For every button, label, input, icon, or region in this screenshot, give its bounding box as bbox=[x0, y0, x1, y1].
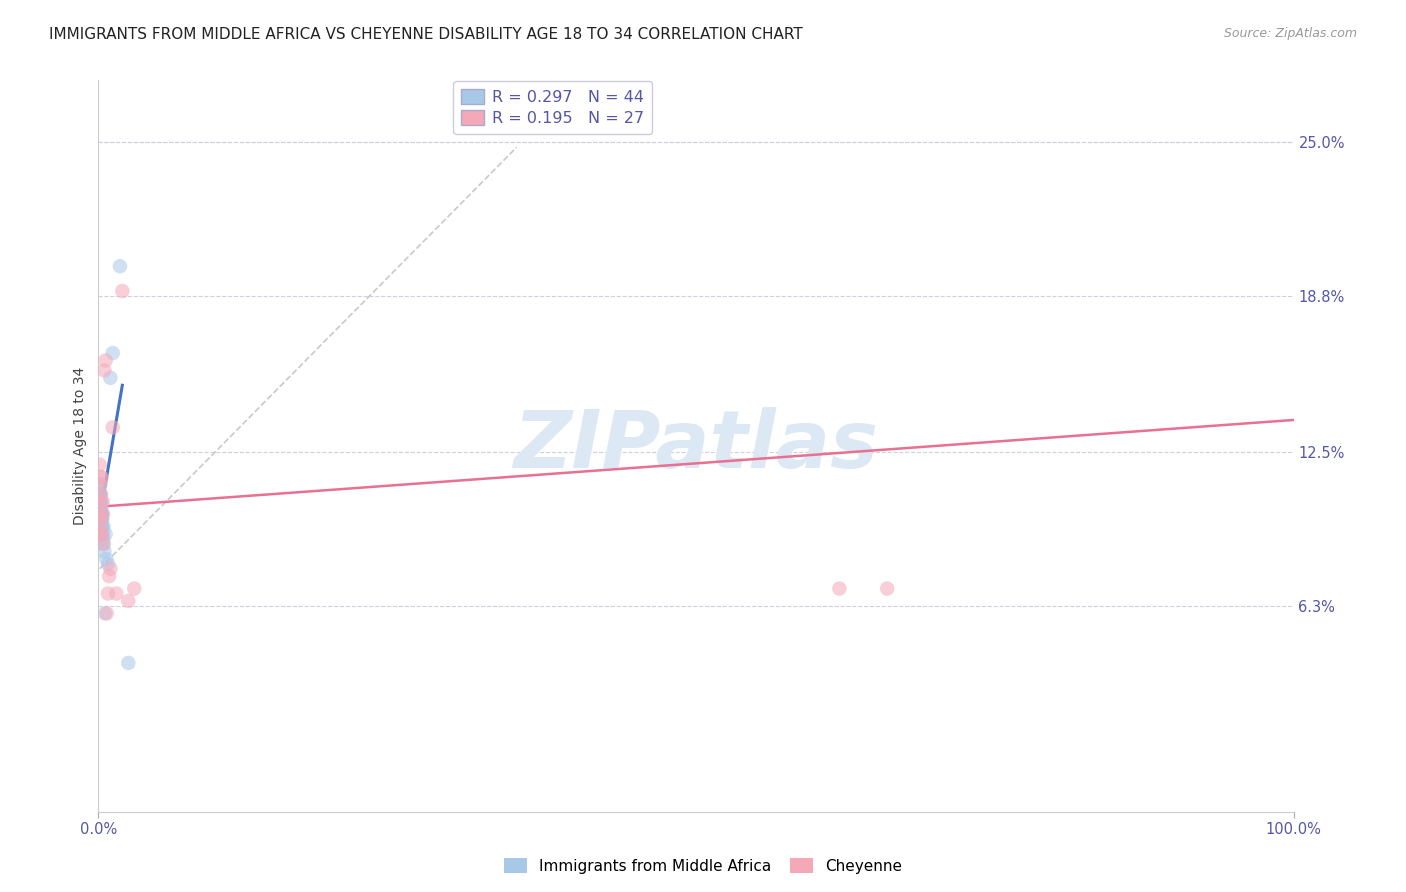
Point bbox=[91, 527, 114, 541]
Point bbox=[89, 487, 111, 501]
Point bbox=[108, 259, 131, 273]
Point bbox=[124, 582, 146, 596]
Point bbox=[89, 507, 111, 521]
Point bbox=[89, 487, 111, 501]
Point bbox=[91, 537, 114, 551]
Point bbox=[91, 507, 114, 521]
Text: Source: ZipAtlas.com: Source: ZipAtlas.com bbox=[1223, 27, 1357, 40]
Point bbox=[90, 512, 112, 526]
Point bbox=[94, 527, 117, 541]
Point bbox=[96, 607, 118, 621]
Point bbox=[111, 284, 134, 298]
Point bbox=[90, 527, 112, 541]
Point bbox=[89, 502, 111, 516]
Point bbox=[90, 495, 112, 509]
Point bbox=[90, 487, 112, 501]
Point bbox=[89, 458, 111, 472]
Point bbox=[93, 519, 115, 533]
Point bbox=[105, 586, 128, 600]
Point bbox=[90, 527, 112, 541]
Point bbox=[91, 512, 114, 526]
Point bbox=[101, 346, 124, 360]
Point bbox=[90, 470, 112, 484]
Point bbox=[90, 512, 112, 526]
Point bbox=[96, 551, 118, 566]
Point bbox=[90, 507, 112, 521]
Point bbox=[89, 495, 111, 509]
Point bbox=[90, 470, 112, 484]
Point bbox=[93, 363, 115, 377]
Point bbox=[91, 495, 114, 509]
Point bbox=[89, 495, 111, 509]
Point bbox=[117, 656, 139, 670]
Point bbox=[91, 519, 114, 533]
Point bbox=[89, 507, 111, 521]
Point bbox=[98, 562, 122, 576]
Point bbox=[93, 544, 115, 558]
Point bbox=[89, 487, 111, 501]
Point bbox=[91, 519, 114, 533]
Y-axis label: Disability Age 18 to 34: Disability Age 18 to 34 bbox=[73, 367, 87, 525]
Point bbox=[90, 512, 112, 526]
Point bbox=[89, 507, 111, 521]
Point bbox=[90, 519, 112, 533]
Point bbox=[94, 607, 117, 621]
Legend: Immigrants from Middle Africa, Cheyenne: Immigrants from Middle Africa, Cheyenne bbox=[498, 852, 908, 880]
Text: IMMIGRANTS FROM MIDDLE AFRICA VS CHEYENNE DISABILITY AGE 18 TO 34 CORRELATION CH: IMMIGRANTS FROM MIDDLE AFRICA VS CHEYENN… bbox=[49, 27, 803, 42]
Point bbox=[90, 512, 112, 526]
Point bbox=[90, 507, 112, 521]
Legend: R = 0.297   N = 44, R = 0.195   N = 27: R = 0.297 N = 44, R = 0.195 N = 27 bbox=[453, 81, 652, 134]
Point bbox=[89, 477, 111, 491]
Point bbox=[89, 477, 111, 491]
Text: ZIPatlas: ZIPatlas bbox=[513, 407, 879, 485]
Point bbox=[97, 557, 120, 571]
Point bbox=[117, 594, 139, 608]
Point bbox=[89, 519, 111, 533]
Point bbox=[90, 495, 112, 509]
Point bbox=[91, 507, 114, 521]
Point bbox=[90, 495, 112, 509]
Point bbox=[90, 507, 112, 521]
Point bbox=[98, 371, 122, 385]
Point bbox=[91, 507, 114, 521]
Point bbox=[94, 353, 117, 368]
Point bbox=[828, 582, 851, 596]
Point bbox=[97, 586, 120, 600]
Point bbox=[876, 582, 898, 596]
Point bbox=[89, 512, 111, 526]
Point bbox=[89, 477, 111, 491]
Point bbox=[89, 495, 111, 509]
Point bbox=[89, 487, 111, 501]
Point bbox=[93, 537, 115, 551]
Point bbox=[89, 507, 111, 521]
Point bbox=[89, 519, 111, 533]
Point bbox=[90, 502, 112, 516]
Point bbox=[91, 532, 114, 546]
Point bbox=[101, 420, 124, 434]
Point bbox=[89, 502, 111, 516]
Point bbox=[98, 569, 121, 583]
